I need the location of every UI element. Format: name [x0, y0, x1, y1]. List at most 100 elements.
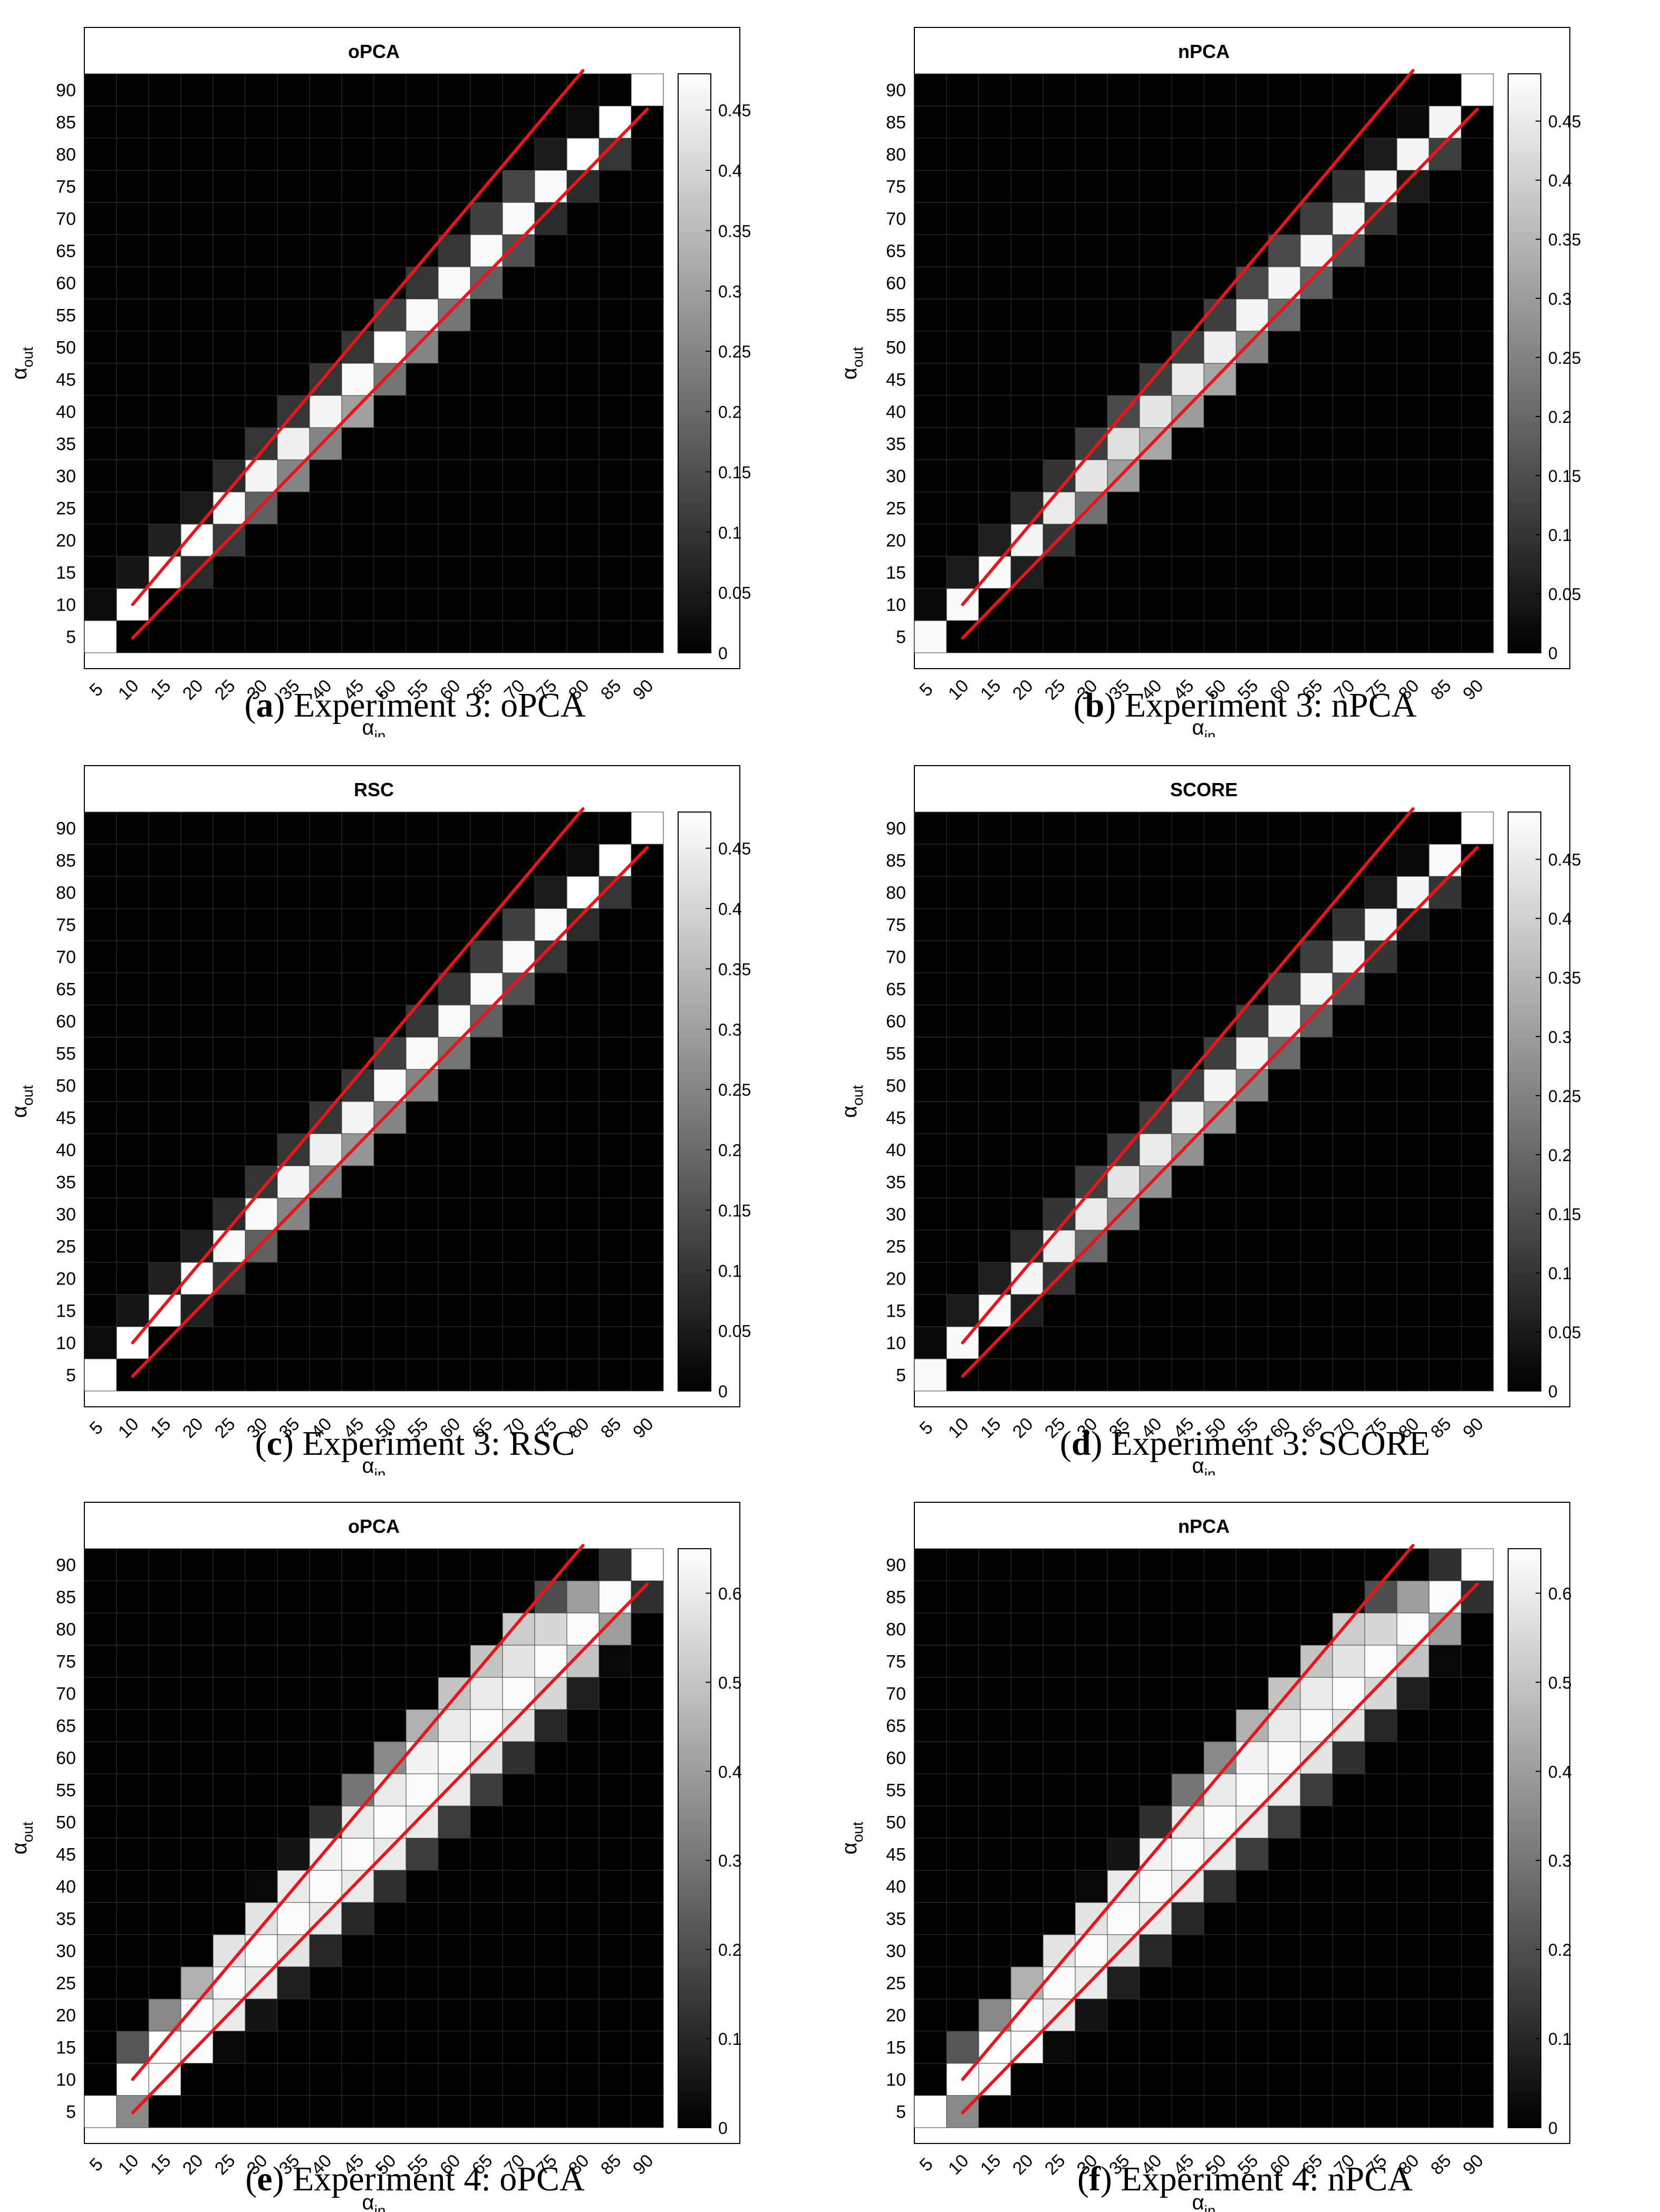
heatmap-cell [180, 1612, 214, 1646]
heatmap-cell [1461, 1773, 1494, 1807]
heatmap-cell [1043, 491, 1076, 525]
heatmap-cell [566, 1004, 600, 1038]
heatmap-cell [1203, 105, 1237, 139]
heatmap-cell [1139, 170, 1172, 203]
heatmap-cell [1300, 524, 1333, 557]
heatmap-cell [309, 1741, 342, 1774]
y-tick-label: 30 [56, 1941, 76, 1962]
heatmap-cell [1396, 1709, 1430, 1742]
y-tick-label: 35 [56, 434, 76, 455]
heatmap-cell [1043, 1294, 1076, 1327]
heatmap-cell [406, 105, 439, 139]
heatmap-cell [470, 363, 503, 396]
heatmap-cell [84, 202, 117, 235]
heatmap-cell [213, 876, 246, 909]
y-tick-label: 30 [56, 1205, 76, 1225]
heatmap-cell [1075, 620, 1108, 653]
heatmap-cell [277, 1677, 310, 1710]
heatmap-cell [406, 620, 439, 653]
y-tick-label: 55 [886, 306, 906, 326]
heatmap-cell [566, 1773, 600, 1807]
heatmap-cell [1268, 1645, 1301, 1678]
heatmap-cell [1171, 1004, 1204, 1038]
heatmap-cell [978, 395, 1011, 428]
heatmap-cell [1203, 1101, 1237, 1134]
y-tick-label: 15 [56, 563, 76, 583]
heatmap-cell [341, 1294, 374, 1327]
heatmap-cell [180, 1580, 214, 1614]
heatmap-cell [566, 972, 600, 1006]
heatmap-cell [373, 331, 407, 364]
heatmap-cell [373, 1645, 407, 1678]
heatmap-cell [1236, 1230, 1269, 1263]
heatmap-cell [1300, 1101, 1333, 1134]
heatmap-cell [502, 620, 535, 653]
heatmap-cell [213, 844, 246, 877]
heatmap-cell [502, 1902, 535, 1935]
y-axis-label: αout [8, 1085, 36, 1118]
heatmap-cell [341, 2031, 374, 2064]
heatmap-cell [245, 1902, 278, 1935]
heatmap-cell [1203, 1998, 1237, 2032]
heatmap-cell [180, 1358, 214, 1392]
heatmap-cell [566, 1197, 600, 1231]
heatmap-cell [978, 170, 1011, 203]
lower-bound-line [961, 108, 1479, 640]
heatmap-cell [978, 1741, 1011, 1774]
heatmap-cell [373, 1902, 407, 1935]
y-tick-label: 90 [56, 81, 76, 101]
heatmap-cell [84, 1262, 117, 1295]
heatmap-cell [1268, 812, 1301, 845]
heatmap-cell [599, 1548, 632, 1581]
heatmap-cell [245, 170, 278, 203]
heatmap-cell [245, 972, 278, 1006]
heatmap-cell [1396, 459, 1430, 492]
heatmap-cell [180, 2063, 214, 2096]
heatmap-cell [213, 170, 246, 203]
heatmap-cell [1300, 1966, 1333, 2000]
heatmap-cell [1461, 170, 1494, 203]
heatmap-cell [213, 1165, 246, 1199]
heatmap-cell [1107, 1902, 1140, 1935]
heatmap-cell [566, 1580, 600, 1614]
heatmap-cell [309, 844, 342, 877]
heatmap-cell [1043, 1966, 1076, 2000]
heatmap-cell [438, 1326, 471, 1359]
heatmap-cell [599, 908, 632, 941]
heatmap-cell [1139, 1262, 1172, 1295]
heatmap-cell [1300, 459, 1333, 492]
heatmap-cell [1171, 1709, 1204, 1742]
heatmap-cell [1107, 138, 1140, 171]
heatmap-cell [84, 395, 117, 428]
heatmap-cell [1332, 1645, 1365, 1678]
heatmap-cell [277, 2095, 310, 2128]
heatmap-cell [1171, 266, 1204, 300]
heatmap-cell [1043, 1101, 1076, 1134]
heatmap-cell [946, 1262, 979, 1295]
heatmap-cell [534, 459, 567, 492]
heatmap-cell [309, 2031, 342, 2064]
heatmap-cell [470, 1580, 503, 1614]
heatmap-cell [1203, 1548, 1237, 1581]
heatmap-cell [1203, 1966, 1237, 2000]
heatmap-cell [84, 1870, 117, 1903]
y-tick-label: 25 [56, 499, 76, 519]
heatmap-cell [1203, 1805, 1237, 1839]
heatmap-cell [1268, 298, 1301, 332]
heatmap-cell [406, 1773, 439, 1807]
heatmap-cell [277, 1004, 310, 1038]
heatmap-cell [1075, 940, 1108, 973]
colorbar-tick-label: 0.3 [718, 282, 741, 301]
heatmap-cell [1461, 202, 1494, 235]
heatmap-cell [1396, 298, 1430, 332]
colorbar-tick-label: 0.25 [1548, 1087, 1581, 1106]
heatmap-cell [1236, 2031, 1269, 2064]
heatmap-cell [470, 620, 503, 653]
heatmap-cell [148, 1262, 181, 1295]
heatmap-cell [1461, 1326, 1494, 1359]
heatmap-cell [1043, 940, 1076, 973]
heatmap-cell [631, 459, 664, 492]
heatmap-cell [914, 876, 947, 909]
colorbar-tick-label: 0 [718, 1382, 728, 1401]
heatmap-cell [1075, 1805, 1108, 1839]
